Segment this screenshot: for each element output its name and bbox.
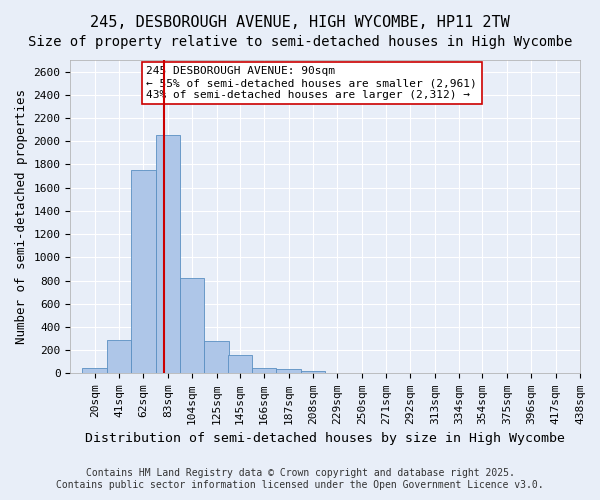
Y-axis label: Number of semi-detached properties: Number of semi-detached properties xyxy=(15,89,28,344)
Text: 245, DESBOROUGH AVENUE, HIGH WYCOMBE, HP11 2TW: 245, DESBOROUGH AVENUE, HIGH WYCOMBE, HP… xyxy=(90,15,510,30)
Bar xyxy=(82,368,107,374)
Text: 245 DESBOROUGH AVENUE: 90sqm
← 55% of semi-detached houses are smaller (2,961)
4: 245 DESBOROUGH AVENUE: 90sqm ← 55% of se… xyxy=(146,66,477,100)
Bar xyxy=(107,340,131,374)
Bar xyxy=(252,368,277,374)
Bar xyxy=(205,341,229,374)
Bar xyxy=(227,356,252,374)
X-axis label: Distribution of semi-detached houses by size in High Wycombe: Distribution of semi-detached houses by … xyxy=(85,432,565,445)
Bar xyxy=(277,369,301,374)
Bar xyxy=(301,371,325,374)
Bar xyxy=(131,170,155,374)
Bar xyxy=(180,278,205,374)
Bar xyxy=(155,136,180,374)
Text: Contains HM Land Registry data © Crown copyright and database right 2025.
Contai: Contains HM Land Registry data © Crown c… xyxy=(56,468,544,490)
Text: Size of property relative to semi-detached houses in High Wycombe: Size of property relative to semi-detach… xyxy=(28,35,572,49)
